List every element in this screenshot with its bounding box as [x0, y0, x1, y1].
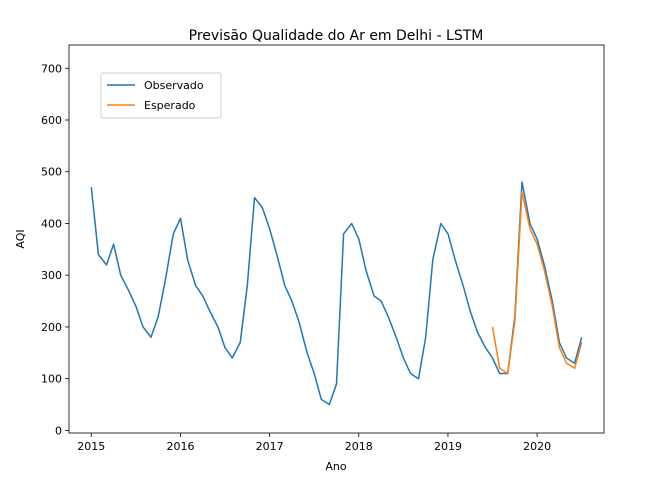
plot-frame	[68, 44, 605, 434]
y-tick-label: 0	[55, 424, 62, 437]
series-line-esperado	[491, 191, 583, 375]
series-line-observado	[90, 181, 583, 406]
y-tick-label: 200	[41, 321, 62, 334]
y-tick-label: 600	[41, 114, 62, 127]
y-axis-title: AQI	[14, 229, 27, 248]
y-tick-label: 500	[41, 166, 62, 179]
x-tick-label: 2018	[345, 440, 373, 453]
chart-title: Previsão Qualidade do Ar em Delhi - LSTM	[189, 28, 484, 44]
legend: Observado Esperado	[100, 72, 222, 119]
x-tick-label: 2019	[434, 440, 462, 453]
x-axis: 2015 2016 2017 2018 2019 2020	[77, 433, 551, 453]
x-axis-title: Ano	[325, 460, 346, 473]
y-tick-label: 400	[41, 217, 62, 230]
x-tick-label: 2016	[166, 440, 194, 453]
series-layer	[90, 181, 583, 406]
legend-label-esperado: Esperado	[144, 99, 196, 112]
legend-label-observado: Observado	[144, 79, 204, 92]
x-tick-label: 2015	[77, 440, 105, 453]
x-tick-label: 2017	[256, 440, 284, 453]
y-tick-label: 700	[41, 62, 62, 75]
y-tick-label: 300	[41, 269, 62, 282]
y-tick-label: 100	[41, 373, 62, 386]
y-axis: 0 100 200 300 400 500 600 700	[41, 62, 69, 437]
x-tick-label: 2020	[523, 440, 551, 453]
